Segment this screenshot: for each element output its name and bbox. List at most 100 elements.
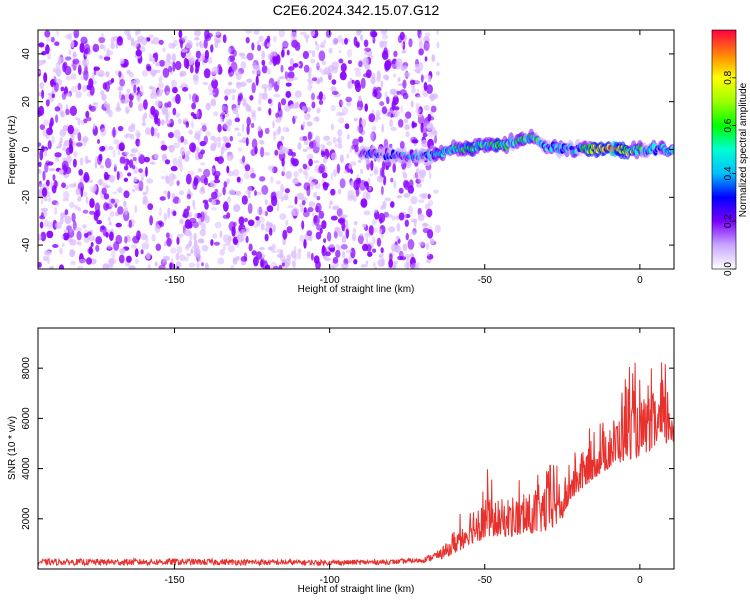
spectrogram-noise-speck bbox=[190, 248, 194, 254]
spectrogram-noise-speck bbox=[149, 58, 154, 62]
spectrogram-noise-speck bbox=[341, 235, 347, 244]
spectrogram-noise-speck bbox=[277, 107, 283, 118]
spectrogram-noise-speck bbox=[95, 69, 99, 77]
spectrogram-noise-speck bbox=[59, 247, 63, 255]
spectrogram-noise-speck bbox=[108, 175, 115, 183]
spectrogram-noise-speck bbox=[108, 199, 112, 204]
spectrogram-noise-speck bbox=[88, 78, 94, 89]
spectrogram-noise-speck bbox=[367, 177, 371, 184]
spectrogram-noise-speck bbox=[272, 58, 278, 66]
spectrogram-noise-speck bbox=[323, 135, 331, 141]
spectrogram-noise-speck bbox=[38, 142, 42, 147]
spectrogram-x-label: Height of straight line (km) bbox=[298, 284, 415, 295]
spectrogram-noise-speck bbox=[40, 207, 49, 212]
spectrogram-noise-speck bbox=[304, 34, 310, 39]
spectrogram-noise-speck bbox=[194, 130, 202, 137]
spectrogram-noise-speck bbox=[311, 221, 314, 228]
spectrogram-noise-speck bbox=[389, 253, 393, 261]
spectrogram-noise-speck bbox=[272, 224, 276, 233]
spectrogram-noise-speck bbox=[200, 162, 206, 166]
spectrogram-noise-speck bbox=[157, 82, 164, 89]
spectrogram-noise-speck bbox=[423, 40, 430, 52]
spectrogram-noise-speck bbox=[145, 185, 149, 194]
spectrogram-noise-speck bbox=[276, 202, 280, 212]
spectrogram-noise-speck bbox=[395, 215, 400, 220]
spectrogram-noise-speck bbox=[299, 234, 305, 243]
spectrogram-noise-speck bbox=[77, 207, 81, 212]
spectrogram-noise-speck bbox=[59, 137, 63, 144]
spectrogram-noise-speck bbox=[306, 146, 312, 150]
spectrogram-noise-speck bbox=[167, 111, 170, 118]
spectrogram-noise-speck bbox=[347, 81, 352, 89]
spectrogram-noise-speck bbox=[128, 125, 136, 133]
spectrogram-noise-speck bbox=[306, 153, 314, 160]
spectrogram-noise-speck bbox=[338, 230, 343, 237]
spectrogram-noise-speck bbox=[219, 230, 223, 239]
spectrogram-noise-speck bbox=[180, 135, 185, 143]
spectrogram-noise-speck bbox=[381, 33, 389, 40]
spectrogram-noise-speck bbox=[410, 87, 417, 94]
spectrogram-noise-speck bbox=[321, 145, 326, 153]
spectrogram-noise-speck bbox=[294, 115, 298, 120]
spectrogram-noise-speck bbox=[261, 59, 266, 66]
spectrogram-noise-speck bbox=[329, 200, 333, 206]
spectrogram-noise-speck bbox=[59, 129, 67, 137]
spectrogram-noise-speck bbox=[201, 262, 204, 267]
spectrogram-noise-speck bbox=[302, 50, 309, 60]
spectrogram-noise-speck bbox=[63, 139, 70, 147]
spectrogram-noise-speck bbox=[350, 161, 357, 166]
spectrogram-noise-speck bbox=[43, 72, 48, 83]
spectrogram-noise-speck bbox=[427, 113, 432, 122]
spectrogram-noise-speck bbox=[168, 65, 173, 73]
spectrogram-noise-speck bbox=[67, 32, 73, 41]
spectrogram-noise-speck bbox=[386, 59, 392, 68]
spectrogram-noise-speck bbox=[264, 198, 268, 206]
spectrogram-noise-speck bbox=[133, 84, 137, 94]
spectrogram-noise-speck bbox=[315, 231, 322, 240]
spectrogram-noise-speck bbox=[404, 124, 410, 131]
spectrogram-noise-speck bbox=[146, 178, 154, 184]
spectrogram-noise-speck bbox=[54, 106, 61, 112]
spectrogram-noise-speck bbox=[243, 252, 248, 261]
spectrogram-noise-speck bbox=[194, 213, 198, 219]
spectrogram-noise-speck bbox=[371, 125, 377, 131]
spectrogram-noise-speck bbox=[339, 71, 347, 81]
spectrogram-noise-speck bbox=[392, 163, 397, 173]
spectrogram-noise-speck bbox=[359, 233, 364, 237]
spectrogram-noise-speck bbox=[196, 110, 200, 118]
spectrogram-noise-speck bbox=[138, 141, 141, 146]
spectrogram-noise-speck bbox=[125, 108, 130, 114]
spectrogram-noise-speck bbox=[70, 249, 76, 256]
spectrogram-noise-speck bbox=[90, 242, 94, 247]
spectrogram-noise-speck bbox=[167, 207, 171, 216]
spectrogram-noise-speck bbox=[354, 67, 361, 72]
spectrogram-noise-speck bbox=[182, 87, 188, 92]
spectrogram-noise-speck bbox=[331, 79, 337, 85]
spectrogram-noise-speck bbox=[198, 151, 204, 160]
spectrogram-noise-speck bbox=[248, 191, 251, 199]
spectrogram-noise-speck bbox=[307, 82, 312, 92]
spectrogram-noise-speck bbox=[189, 56, 196, 63]
spectrogram-noise-speck bbox=[235, 190, 242, 196]
x-tick-label: -100 bbox=[320, 275, 340, 286]
spectrogram-noise-speck bbox=[185, 150, 191, 156]
spectrogram-noise-speck bbox=[109, 210, 115, 218]
spectrogram-noise-speck bbox=[258, 35, 264, 42]
spectrogram-noise-speck bbox=[346, 153, 350, 159]
spectrogram-noise-speck bbox=[55, 202, 60, 207]
spectrogram-noise-speck bbox=[100, 164, 104, 169]
spectrogram-noise-speck bbox=[73, 204, 79, 208]
spectrogram-noise-speck bbox=[200, 175, 207, 184]
y-tick-label: 20 bbox=[21, 96, 32, 108]
spectrogram-noise-speck bbox=[213, 139, 218, 148]
spectrogram-noise-speck bbox=[42, 255, 49, 262]
spectrogram-noise-speck bbox=[136, 95, 140, 101]
spectrogram-noise-speck bbox=[359, 179, 367, 191]
spectrogram-noise-speck bbox=[232, 49, 237, 57]
spectrogram-noise-speck bbox=[150, 105, 156, 116]
spectrogram-noise-speck bbox=[416, 183, 422, 188]
spectrogram-noise-speck bbox=[176, 266, 180, 269]
spectrogram-noise-speck bbox=[46, 230, 54, 239]
spectrogram-noise-speck bbox=[339, 178, 346, 189]
spectrogram-noise-speck bbox=[227, 196, 232, 204]
